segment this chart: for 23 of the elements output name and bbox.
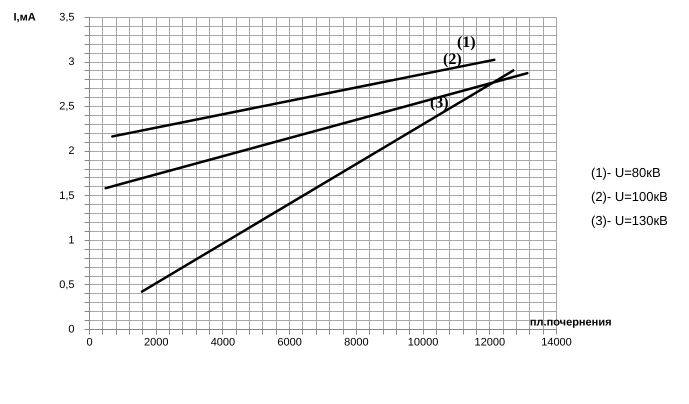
x-tick-label: 14000 <box>541 336 572 348</box>
y-tick-label: 2,5 <box>59 100 74 113</box>
x-tick-label: 6000 <box>277 336 302 348</box>
y-tick-label: 3,5 <box>59 12 74 24</box>
y-tick-label: 1,5 <box>59 190 74 202</box>
x-tick-label: 8000 <box>344 336 369 348</box>
y-axis-title: I,мА <box>14 12 36 24</box>
annotation: (1) <box>456 34 476 51</box>
x-tick-label: 0 <box>86 336 93 348</box>
y-tick-label: 0,5 <box>59 278 74 291</box>
x-axis-title: пл.почернения <box>530 316 612 328</box>
x-tick-label: 12000 <box>474 336 506 348</box>
y-tick-label: 3 <box>68 56 74 68</box>
text: (2)- U=100кВ <box>591 189 668 204</box>
text: (3)- U=130кВ <box>591 213 668 228</box>
annotation: (2) <box>442 51 462 68</box>
y-tick-label: 0 <box>68 324 74 336</box>
x-tick-label: 4000 <box>210 336 236 348</box>
y-tick-label: 2 <box>68 145 74 158</box>
text: (1)- U=80кВ <box>591 165 661 180</box>
x-tick-label: 2000 <box>144 336 168 348</box>
x-tick-label: 10000 <box>408 336 438 348</box>
y-tick-label: 1 <box>68 234 74 246</box>
